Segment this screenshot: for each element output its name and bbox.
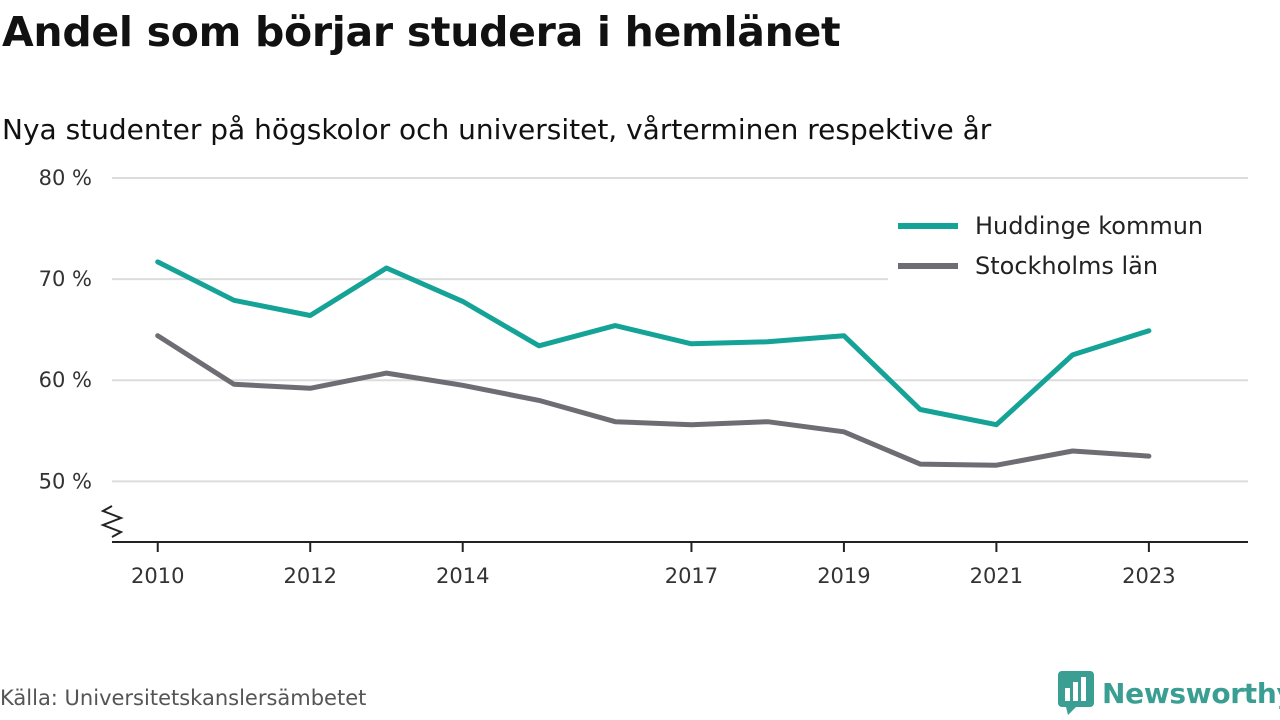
x-tick-label: 2021 xyxy=(970,564,1023,588)
chart-title: Andel som börjar studera i hemlänet xyxy=(2,8,841,56)
x-tick-label: 2023 xyxy=(1122,564,1175,588)
x-tick-label: 2019 xyxy=(817,564,870,588)
y-axis: 50 % 60 % 70 % 80 % xyxy=(39,166,124,538)
bar-chart-speech-bubble-icon xyxy=(1058,671,1094,715)
x-tick-label: 2014 xyxy=(436,564,489,588)
x-axis: 2010 2012 2014 2017 2019 2021 2023 xyxy=(112,541,1248,588)
chart-subtitle: Nya studenter på högskolor och universit… xyxy=(2,113,992,146)
brand-name: Newsworthy xyxy=(1102,676,1280,710)
axis-break-marker xyxy=(100,505,124,538)
x-tick-label: 2017 xyxy=(665,564,718,588)
series-lines xyxy=(155,259,1152,468)
legend: Huddinge kommun Stockholms län xyxy=(888,205,1250,293)
y-tick-label: 50 % xyxy=(39,469,92,493)
y-tick-label: 60 % xyxy=(39,368,92,392)
y-tick-label: 70 % xyxy=(39,267,92,291)
x-tick-label: 2010 xyxy=(131,564,184,588)
legend-label-1: Stockholms län xyxy=(975,252,1158,280)
x-tick-label: 2012 xyxy=(284,564,337,588)
series-line-0 xyxy=(155,259,1152,428)
legend-label-0: Huddinge kommun xyxy=(975,212,1203,240)
legend-background xyxy=(888,205,1250,293)
brand-logo: Newsworthy xyxy=(1058,670,1280,716)
y-tick-label: 80 % xyxy=(39,166,92,190)
source-note: Källa: Universitetskanslersämbetet xyxy=(0,686,367,710)
series-line-1 xyxy=(155,333,1152,468)
